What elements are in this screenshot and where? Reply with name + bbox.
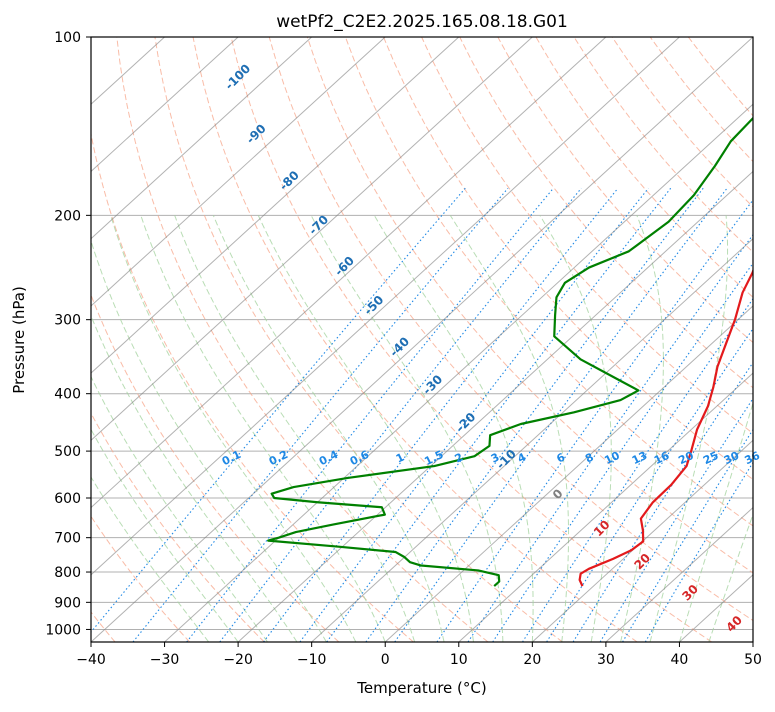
dry-adiabat-line (154, 37, 563, 642)
x-tick-label: 0 (381, 652, 390, 668)
y-tick-label: 200 (54, 208, 81, 224)
mixing-ratio-label: 30 (722, 449, 742, 468)
moist-adiabat-line (678, 401, 753, 642)
dry-adiabat-line (91, 515, 191, 642)
dry-adiabat-line (192, 37, 638, 642)
sounding-profiles (267, 116, 753, 587)
x-tick-label: −10 (297, 652, 327, 668)
mixing-ratio-line (522, 297, 753, 642)
isotherm-line (311, 237, 753, 642)
y-tick-label: 100 (54, 30, 81, 46)
mixing-ratio-line (394, 187, 728, 642)
mixing-ratio-label: 13 (630, 449, 649, 467)
moist-adiabat-line (449, 215, 570, 642)
x-axis-ticks: −40 −30 −20 −10 0 10 20 30 40 50 (76, 642, 762, 668)
mixing-ratio-line (492, 262, 753, 642)
isotherm-line (91, 37, 753, 642)
isotherm-line (605, 506, 753, 642)
isotherm-line (91, 37, 607, 509)
dry-adiabat-line (91, 412, 265, 642)
mixing-ratio-line (132, 187, 509, 642)
chart-title: wetPf2_C2E2.2025.165.08.18.G01 (276, 12, 568, 32)
mixing-ratio-line (219, 187, 582, 642)
isotherm-line (237, 170, 753, 642)
isotherm-line (91, 37, 239, 173)
isotherm-line (91, 37, 386, 307)
y-tick-label: 600 (54, 491, 81, 507)
moist-adiabat-line (310, 215, 504, 642)
x-tick-label: −40 (76, 652, 106, 668)
y-tick-label: 700 (54, 531, 81, 547)
moist-adiabat-line (91, 428, 239, 642)
moist-adiabat-line (212, 215, 445, 642)
mixing-ratio-line (644, 461, 753, 642)
moist-adiabat-line (91, 239, 327, 642)
moist-adiabat-line (174, 215, 416, 642)
x-tick-label: 50 (744, 652, 762, 668)
moist-adiabats (91, 215, 753, 642)
isotherm-line (91, 37, 533, 442)
dry-adiabat-line (459, 37, 753, 389)
moist-adiabat-line (373, 215, 534, 642)
isotherm-line (458, 372, 753, 642)
isotherm-line (91, 37, 680, 576)
moist-adiabat-line (649, 215, 729, 642)
dry-adiabat-line (91, 293, 340, 642)
dry-adiabat-line (497, 37, 753, 344)
mixing-ratio-line (91, 187, 466, 633)
x-tick-label: 10 (450, 652, 468, 668)
x-axis-label: Temperature (°C) (356, 679, 486, 697)
dry-adiabat-line (116, 37, 489, 642)
x-tick-label: −20 (223, 652, 253, 668)
dry-adiabat-line (268, 37, 753, 622)
y-tick-label: 900 (54, 595, 81, 611)
moist-adiabat-line (91, 375, 268, 642)
mixing-ratio-line (599, 397, 753, 642)
moist-adiabat-line (91, 476, 210, 642)
mixing-ratio-label: 10 (602, 449, 622, 468)
y-axis-label: Pressure (hPa) (10, 286, 28, 394)
y-tick-label: 300 (54, 313, 81, 329)
y-tick-label: 500 (54, 444, 81, 460)
x-tick-label: 30 (597, 652, 615, 668)
mixing-ratio-line (263, 187, 619, 642)
mixing-ratio-line (436, 199, 753, 642)
isotherm-line (91, 37, 460, 374)
mixing-ratio-label: 20 (676, 449, 696, 468)
dry-adiabat-line (535, 37, 753, 298)
moist-adiabat-line (110, 215, 357, 642)
y-axis-ticks: 100 200 300 400 500 600 700 800 900 1000 (45, 30, 91, 638)
y-tick-label: 1000 (45, 622, 81, 638)
x-tick-label: 20 (523, 652, 541, 668)
dry-adiabat-line (383, 37, 753, 481)
mixing-ratio-line (326, 187, 672, 642)
moist-adiabat-line (257, 215, 474, 642)
mixing-ratio-line (622, 428, 753, 642)
y-tick-label: 400 (54, 387, 81, 403)
plot-area (91, 37, 753, 642)
moist-adiabat-line (140, 215, 386, 642)
moist-adiabat-line (91, 314, 298, 642)
moist-adiabat-line (539, 215, 612, 642)
y-tick-label: 800 (54, 565, 81, 581)
moist-adiabat-line (708, 512, 753, 642)
mixing-ratio-label: 25 (701, 449, 720, 467)
mixing-ratio-line (546, 327, 753, 642)
mixing-ratio-line (186, 187, 554, 642)
isotherm-line (384, 305, 753, 642)
pressure-gridlines (91, 37, 753, 630)
temperature-profile (578, 268, 753, 587)
isotherm-line (91, 37, 313, 240)
dewpoint-profile (267, 116, 753, 587)
x-tick-label: 40 (671, 652, 689, 668)
mixing-ratio-line (572, 361, 753, 642)
x-tick-label: −30 (150, 652, 180, 668)
dry-adiabat-line (306, 37, 753, 574)
mixing-ratio-lines (91, 187, 753, 642)
plot-frame (90, 36, 754, 643)
mixing-ratio-label: 16 (652, 449, 672, 468)
